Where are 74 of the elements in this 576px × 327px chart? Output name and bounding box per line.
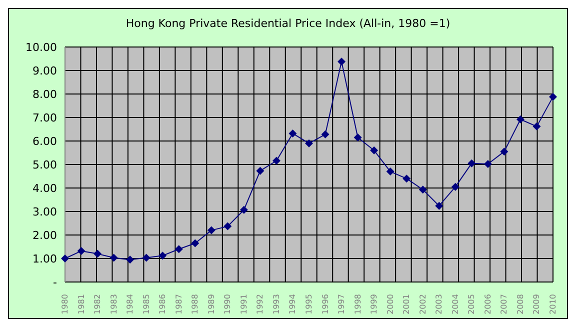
point [354,133,362,142]
x-tick-label: 1996 [320,294,330,314]
x-tick-label: 1992 [256,294,265,314]
x-tick-label: 1993 [272,294,281,314]
point [484,160,492,168]
point [305,139,313,148]
x-tick-label: 1997 [337,294,346,314]
x-tick-label: 2006 [483,294,492,314]
point [321,130,330,138]
x-tick-label: 2009 [532,294,542,314]
point [126,256,134,264]
point [240,206,248,214]
y-tick-label: 4.00 [32,182,57,195]
x-tick-label: 2001 [402,294,412,314]
x-tick-label: 1981 [76,294,86,314]
x-tick-label: 2008 [516,294,525,314]
x-tick-label: 1980 [60,294,70,314]
y-tick-label: 5.00 [32,158,57,172]
y-tick-label: 9.00 [32,64,57,78]
point [142,254,150,262]
point [94,250,102,258]
x-tick-label: 1989 [206,294,216,314]
y-tick-label: 8.00 [32,88,57,101]
point [110,254,118,262]
x-tick-label: 2007 [500,294,509,314]
x-tick-label: 2003 [434,294,444,314]
x-tick-label: 1999 [370,294,379,314]
x-tick-label: 2010 [548,294,558,314]
point [435,202,444,210]
point [451,182,460,191]
x-tick-label: 1994 [288,294,298,314]
point [532,122,541,130]
x-tick-label: 2000 [386,294,395,314]
point [272,156,280,165]
point [224,222,232,230]
point [402,174,411,183]
x-tick-label: 1986 [158,294,168,314]
chart-title: Hong Kong Private Residential Price Index (All-in, 1980 =1) [124,17,452,30]
point [418,186,427,194]
point [516,115,524,124]
point [338,58,346,66]
y-tick-label: 1.00 [32,252,57,266]
point [61,254,69,262]
y-tick-label: - [53,276,58,289]
point [256,166,264,175]
x-tick-label: 1988 [190,294,200,314]
y-tick-label: 10.00 [26,40,57,54]
point [191,239,200,248]
point [158,252,167,260]
x-tick-label: 1985 [142,294,151,314]
x-tick-label: 1982 [93,294,102,314]
point [549,92,557,101]
x-tick-label: 1990 [223,294,232,314]
point [77,246,86,255]
point [468,159,476,168]
x-tick-label: 1995 [304,294,314,314]
x-tick-label: 2005 [467,294,476,314]
y-tick-label: 3.00 [32,205,57,218]
y-tick-label: 7.00 [32,111,57,124]
x-tick-label: 1998 [353,294,362,314]
x-tick-label: 1987 [174,294,184,314]
x-tick-label: 2004 [450,294,460,314]
y-tick-label: 2.00 [32,228,57,242]
point [500,148,508,156]
y-tick-label: 6.00 [32,134,57,148]
point [288,129,297,138]
point [386,168,394,176]
point [207,226,216,234]
x-tick-label: 1984 [126,294,135,314]
point [174,245,183,254]
x-tick-label: 1991 [239,294,248,314]
point [370,146,378,154]
x-tick-label: 2002 [418,294,428,314]
x-tick-label: 1983 [109,294,118,314]
